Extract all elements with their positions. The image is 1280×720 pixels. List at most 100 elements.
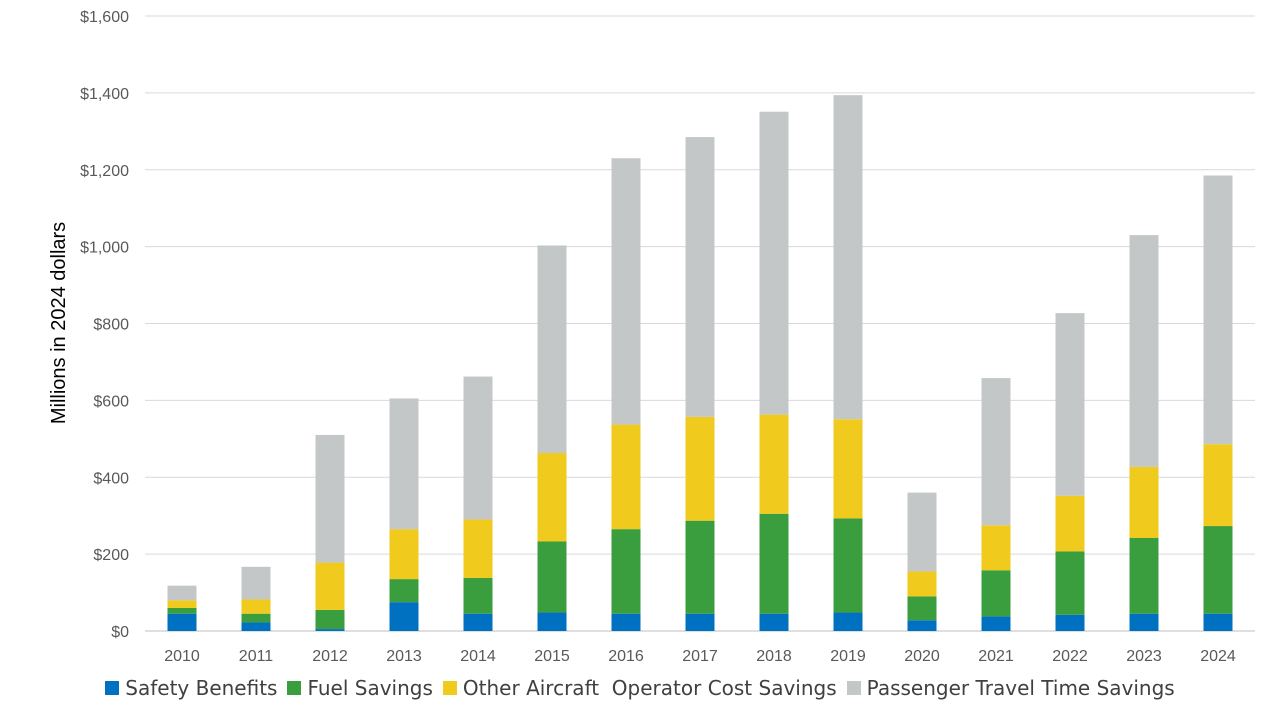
x-tick-label: 2014	[460, 648, 496, 665]
bar-2021-passenger-travel-time-savings	[981, 378, 1011, 526]
legend: Safety Benefits Fuel Savings Other Aircr…	[0, 676, 1280, 700]
bar-2010-passenger-travel-time-savings	[167, 585, 197, 601]
bar-2015-passenger-travel-time-savings	[537, 245, 567, 454]
bar-2015-other-aircraft-operator-cost-savings	[537, 453, 567, 542]
legend-label-safety-benefits: Safety Benefits	[125, 676, 278, 700]
bar-2013-passenger-travel-time-savings	[389, 398, 419, 530]
x-tick-label: 2019	[830, 648, 866, 665]
bar-2024-safety-benefits	[1203, 613, 1233, 631]
y-tick-label: $200	[93, 547, 129, 564]
legend-label-passenger-travel-time-savings: Passenger Travel Time Savings	[866, 676, 1175, 700]
bar-2023-fuel-savings	[1129, 537, 1159, 614]
bar-2020-other-aircraft-operator-cost-savings	[907, 571, 937, 597]
bar-2017-safety-benefits	[685, 613, 715, 631]
bar-2022-other-aircraft-operator-cost-savings	[1055, 495, 1085, 552]
legend-swatch-passenger-travel-time-savings	[846, 681, 861, 695]
bar-2017-fuel-savings	[685, 520, 715, 614]
bar-2012-passenger-travel-time-savings	[315, 434, 345, 563]
x-tick-label: 2010	[164, 648, 200, 665]
legend-item-safety-benefits: Safety Benefits	[105, 676, 277, 700]
bar-2014-fuel-savings	[463, 577, 493, 614]
bar-2024-other-aircraft-operator-cost-savings	[1203, 444, 1233, 527]
bar-2017-other-aircraft-operator-cost-savings	[685, 416, 715, 521]
bar-2013-safety-benefits	[389, 602, 419, 631]
x-tick-label: 2017	[682, 648, 718, 665]
legend-swatch-safety-benefits	[105, 681, 120, 695]
bar-2011-fuel-savings	[241, 613, 271, 623]
y-axis-tick-labels: $0 $200 $400 $600 $800 $1,000 $1,200 $1,400 $1,6…	[80, 9, 129, 641]
bar-2021-safety-benefits	[981, 616, 1011, 631]
bar-2017-passenger-travel-time-savings	[685, 137, 715, 417]
y-tick-label: $1,000	[80, 240, 129, 257]
bar-2010-fuel-savings	[167, 607, 197, 614]
legend-label-other-aircraft-operator-cost-savings: Other Aircraft Operator Cost Savings	[462, 676, 837, 700]
bar-2014-safety-benefits	[463, 613, 493, 631]
bar-2013-fuel-savings	[389, 579, 419, 603]
legend-item-fuel-savings: Fuel Savings	[287, 676, 433, 700]
y-tick-label: $1,600	[80, 9, 129, 26]
bar-2024-fuel-savings	[1203, 526, 1233, 614]
bar-2022-passenger-travel-time-savings	[1055, 313, 1085, 496]
x-tick-label: 2012	[312, 648, 348, 665]
bar-2014-passenger-travel-time-savings	[463, 376, 493, 520]
bar-2022-safety-benefits	[1055, 614, 1085, 631]
bar-2021-fuel-savings	[981, 570, 1011, 617]
bars	[167, 95, 1233, 631]
bar-2012-safety-benefits	[315, 629, 345, 631]
y-tick-label: $1,400	[80, 86, 129, 103]
bar-2023-safety-benefits	[1129, 613, 1159, 631]
bar-2020-passenger-travel-time-savings	[907, 492, 937, 572]
y-tick-label: $400	[93, 470, 129, 487]
bar-2013-other-aircraft-operator-cost-savings	[389, 529, 419, 580]
bar-2016-passenger-travel-time-savings	[611, 158, 641, 425]
bar-2014-other-aircraft-operator-cost-savings	[463, 519, 493, 578]
bar-2016-fuel-savings	[611, 529, 641, 614]
y-tick-label: $600	[93, 393, 129, 410]
bar-2011-other-aircraft-operator-cost-savings	[241, 599, 271, 614]
bar-2016-other-aircraft-operator-cost-savings	[611, 424, 641, 530]
bar-2019-fuel-savings	[833, 518, 863, 613]
bar-2015-fuel-savings	[537, 541, 567, 613]
bar-2023-other-aircraft-operator-cost-savings	[1129, 466, 1159, 538]
y-tick-label: $1,200	[80, 163, 129, 180]
bar-2019-safety-benefits	[833, 612, 863, 631]
bar-2024-passenger-travel-time-savings	[1203, 175, 1233, 445]
x-tick-label: 2023	[1126, 648, 1162, 665]
bar-2019-other-aircraft-operator-cost-savings	[833, 419, 863, 519]
bar-2020-fuel-savings	[907, 596, 937, 621]
bar-2023-passenger-travel-time-savings	[1129, 235, 1159, 467]
x-tick-label: 2021	[978, 648, 1014, 665]
bar-2021-other-aircraft-operator-cost-savings	[981, 525, 1011, 571]
legend-item-other-aircraft-operator-cost-savings: Other Aircraft Operator Cost Savings	[442, 676, 837, 700]
y-tick-label: $0	[111, 624, 129, 641]
x-tick-label: 2016	[608, 648, 644, 665]
bar-2012-other-aircraft-operator-cost-savings	[315, 562, 345, 610]
x-tick-label: 2022	[1052, 648, 1088, 665]
bar-2020-safety-benefits	[907, 620, 937, 631]
x-tick-label: 2013	[386, 648, 422, 665]
bar-2010-safety-benefits	[167, 613, 197, 631]
bar-2016-safety-benefits	[611, 613, 641, 631]
bar-2015-safety-benefits	[537, 612, 567, 631]
bar-2022-fuel-savings	[1055, 551, 1085, 615]
x-tick-label: 2024	[1200, 648, 1236, 665]
bar-2012-fuel-savings	[315, 609, 345, 630]
x-axis-tick-labels: 2010 2011 2012 2013 2014 2015 2016 2017 2018 2019…	[164, 648, 1236, 665]
legend-label-fuel-savings: Fuel Savings	[307, 676, 433, 700]
y-tick-label: $800	[93, 317, 129, 334]
bar-2011-safety-benefits	[241, 622, 271, 631]
y-axis-label: Millions in 2024 dollars	[48, 222, 70, 424]
bar-2018-other-aircraft-operator-cost-savings	[759, 414, 789, 514]
bar-2018-fuel-savings	[759, 513, 789, 614]
x-tick-label: 2020	[904, 648, 940, 665]
legend-swatch-other-aircraft-operator-cost-savings	[442, 681, 457, 695]
bar-2010-other-aircraft-operator-cost-savings	[167, 600, 197, 608]
x-tick-label: 2018	[756, 648, 792, 665]
bar-2018-safety-benefits	[759, 613, 789, 631]
bar-2011-passenger-travel-time-savings	[241, 566, 271, 600]
bar-2018-passenger-travel-time-savings	[759, 111, 789, 415]
legend-swatch-fuel-savings	[287, 681, 302, 695]
bar-2019-passenger-travel-time-savings	[833, 95, 863, 420]
x-tick-label: 2011	[239, 648, 274, 665]
